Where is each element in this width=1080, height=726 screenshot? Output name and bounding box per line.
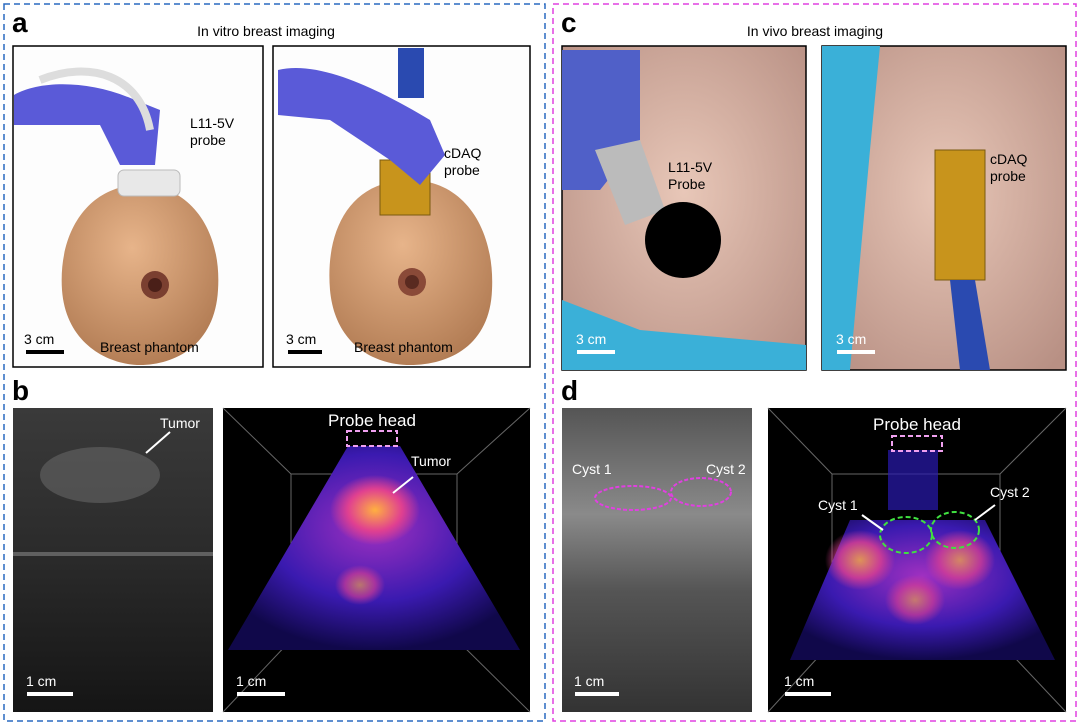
photo-phantom-probe (12, 45, 264, 368)
probe-label: cDAQ probe (990, 151, 1027, 184)
panel-letter: b (12, 375, 29, 406)
scale-label: 3 cm (576, 331, 606, 347)
probe-label: Probe head (328, 411, 416, 430)
scale-bar (837, 350, 875, 354)
annotation: Cyst 2 (990, 484, 1030, 500)
probe-label: Probe head (873, 415, 961, 434)
panel-letter: a (12, 7, 28, 38)
volume-render (767, 407, 1067, 713)
scale-bar (288, 350, 322, 354)
scale-bar (237, 692, 285, 696)
probe-label: cDAQ probe (444, 145, 481, 178)
scale-label: 1 cm (574, 673, 604, 689)
probe-label: L11-5V probe (190, 115, 235, 148)
probe-label: L11-5V Probe (668, 159, 713, 192)
scale-bar (785, 692, 831, 696)
photo-phantom-cdaq (272, 45, 531, 368)
scale-bar (577, 350, 615, 354)
photo-patient-probe (561, 45, 807, 371)
scale-label: 3 cm (836, 331, 866, 347)
panel-letter: d (561, 375, 578, 406)
panel-letter: c (561, 7, 577, 38)
caption: Breast phantom (100, 339, 199, 355)
ultrasound-image (13, 408, 213, 712)
scale-label: 1 cm (26, 673, 56, 689)
volume-render (222, 407, 531, 713)
scale-label: 1 cm (236, 673, 266, 689)
annotation: Cyst 1 (572, 461, 612, 477)
annotation: Cyst 2 (706, 461, 746, 477)
scale-label: 3 cm (24, 331, 54, 347)
scale-bar (26, 350, 64, 354)
panel-title: In vitro breast imaging (197, 23, 335, 39)
scale-bar (575, 692, 619, 696)
scale-label: 1 cm (784, 673, 814, 689)
caption: Breast phantom (354, 339, 453, 355)
scale-label: 3 cm (286, 331, 316, 347)
annotation: Tumor (411, 453, 451, 469)
scale-bar (27, 692, 73, 696)
frame-right (552, 3, 1077, 722)
annotation: Tumor (160, 415, 200, 431)
annotation: Cyst 1 (818, 497, 858, 513)
ultrasound-image (562, 408, 752, 712)
frame-left (3, 3, 546, 722)
photo-patient-cdaq (821, 45, 1067, 371)
panel-title: In vivo breast imaging (747, 23, 883, 39)
